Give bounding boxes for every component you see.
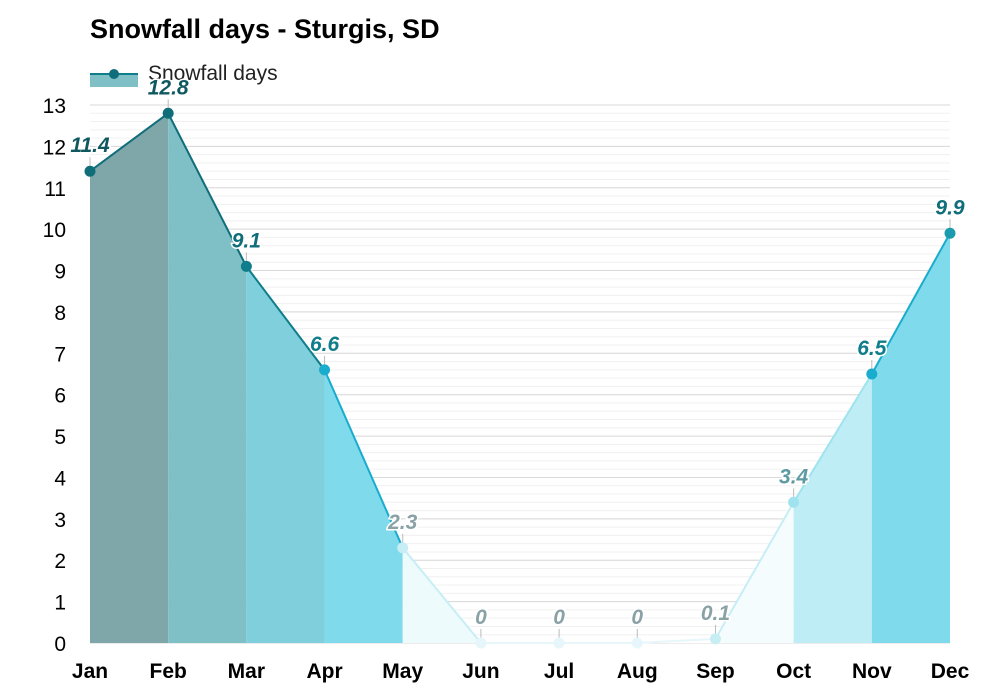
area-segment-feb bbox=[168, 113, 247, 644]
data-point bbox=[475, 637, 487, 649]
data-label: 9.1 bbox=[232, 229, 261, 252]
data-label: 6.5 bbox=[857, 337, 887, 360]
data-point bbox=[397, 542, 409, 554]
line-segment bbox=[792, 373, 873, 503]
y-tick-label: 13 bbox=[43, 95, 66, 118]
label-leaders bbox=[89, 99, 951, 639]
x-tick-label: Feb bbox=[150, 660, 187, 683]
y-tick-label: 5 bbox=[54, 426, 66, 449]
data-point bbox=[319, 364, 331, 376]
legend-label: Snowfall days bbox=[148, 62, 278, 85]
y-tick-label: 6 bbox=[54, 385, 66, 408]
chart-title: Snowfall days - Sturgis, SD bbox=[90, 14, 440, 44]
x-tick-label: Dec bbox=[931, 660, 970, 683]
data-point bbox=[162, 107, 174, 119]
y-tick-label: 7 bbox=[54, 343, 66, 366]
x-tick-label: Aug bbox=[617, 660, 658, 683]
line-segment bbox=[637, 637, 716, 644]
area-segment-jan bbox=[90, 113, 169, 644]
data-point bbox=[631, 637, 643, 649]
y-tick-label: 10 bbox=[43, 219, 66, 242]
x-tick-label: Sep bbox=[696, 660, 735, 683]
line-segment bbox=[401, 547, 482, 644]
x-tick-label: Jan bbox=[72, 660, 108, 683]
data-labels: 11.4 12.8 9.1 6.6 2.3 0 0 0 0.1 3.4 6.5 9.9 bbox=[69, 75, 967, 631]
y-tick-label: 1 bbox=[54, 592, 66, 615]
data-point bbox=[84, 165, 96, 177]
x-tick-label: Jun bbox=[462, 660, 499, 683]
y-tick-label: 12 bbox=[43, 136, 66, 159]
area-segment-mar bbox=[246, 266, 325, 643]
legend-swatch bbox=[90, 61, 138, 87]
data-point bbox=[553, 637, 565, 649]
data-label: 12.8 bbox=[148, 76, 189, 99]
y-tick-label: 2 bbox=[54, 550, 66, 573]
line-segment bbox=[89, 112, 169, 173]
y-tick-label: 3 bbox=[54, 509, 66, 532]
data-label: 0 bbox=[475, 606, 487, 629]
line-segment bbox=[714, 501, 795, 640]
x-tick-label: Oct bbox=[776, 660, 811, 683]
x-tick-label: Apr bbox=[306, 660, 342, 683]
x-tick-label: Mar bbox=[228, 660, 265, 683]
x-tick-label: Jul bbox=[544, 660, 574, 683]
data-points bbox=[84, 107, 956, 649]
y-tick-label: 0 bbox=[54, 633, 66, 656]
line-segment bbox=[167, 112, 248, 267]
data-label: 9.9 bbox=[935, 196, 965, 219]
data-label: 6.6 bbox=[310, 333, 340, 356]
y-tick-label: 8 bbox=[54, 302, 66, 325]
line-segment bbox=[870, 232, 951, 375]
x-tick-label: Nov bbox=[852, 660, 892, 683]
y-tick-label: 11 bbox=[44, 178, 66, 201]
area-segment-apr bbox=[324, 369, 403, 643]
y-tick-label: 9 bbox=[54, 261, 66, 284]
line-segment bbox=[323, 369, 404, 549]
data-label: 0.1 bbox=[701, 602, 730, 625]
series-lines bbox=[89, 112, 951, 644]
line-segment bbox=[245, 265, 326, 371]
data-label: 0 bbox=[631, 606, 643, 629]
area-segment-oct bbox=[793, 374, 872, 643]
data-point bbox=[240, 260, 252, 272]
x-axis-ticks: Jan Feb Mar Apr May Jun Jul Aug Sep Oct Nov Dec bbox=[72, 660, 970, 683]
data-label: 2.3 bbox=[387, 511, 418, 534]
data-label: 3.4 bbox=[779, 465, 809, 488]
area-segment-nov bbox=[871, 233, 950, 644]
data-label: 0 bbox=[553, 606, 565, 629]
data-label: 11.4 bbox=[70, 134, 110, 157]
y-tick-label: 4 bbox=[54, 467, 66, 490]
legend[interactable]: Snowfall days bbox=[90, 61, 278, 87]
data-point bbox=[709, 633, 721, 645]
month-areas bbox=[90, 113, 950, 644]
data-point bbox=[866, 368, 878, 380]
x-tick-label: May bbox=[382, 660, 423, 683]
data-point bbox=[788, 496, 800, 508]
data-point bbox=[944, 227, 956, 239]
